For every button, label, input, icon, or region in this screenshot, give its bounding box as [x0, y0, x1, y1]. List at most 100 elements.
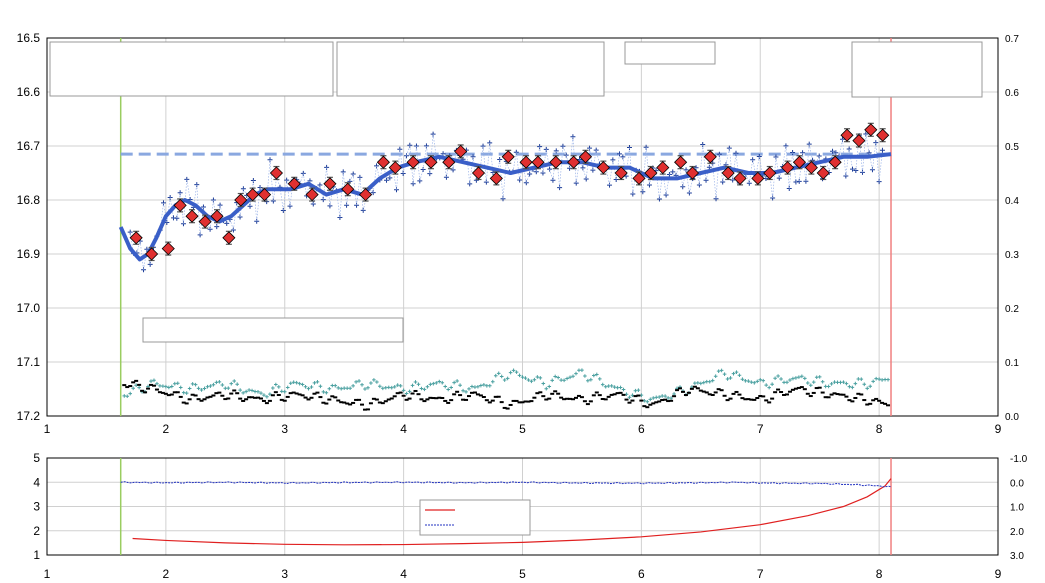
rms-teal-mark [476, 384, 480, 389]
single-image-point [876, 179, 882, 185]
single-image-link [862, 133, 867, 173]
rms-teal-mark [241, 391, 245, 395]
single-image-point [200, 204, 206, 210]
averaged-point [222, 231, 236, 245]
bottom-ytick-right-label: 3.0 [1010, 551, 1024, 562]
averaged-point [614, 166, 628, 180]
rms-teal-mark [499, 374, 504, 379]
single-image-point [533, 169, 539, 175]
single-image-link [665, 174, 670, 196]
rms-teal-mark [167, 385, 171, 390]
rms-teal-mark [288, 381, 293, 386]
single-image-point [613, 176, 619, 182]
single-image-link [642, 147, 647, 192]
rms-teal-mark [574, 371, 578, 376]
averaged-point [763, 166, 777, 180]
rms-teal-mark [193, 382, 198, 387]
single-image-link [209, 199, 214, 230]
single-image-point [700, 141, 706, 147]
bottom-yticks-left: 5 4 3 2 1 [33, 451, 40, 562]
averaged-point [388, 161, 402, 175]
single-image-link [482, 146, 487, 183]
rms-teal-mark [580, 368, 584, 372]
single-image-link [432, 134, 437, 159]
bottom-xtick-label: 8 [876, 567, 883, 581]
single-image-link [302, 173, 307, 196]
single-image-link [466, 150, 471, 184]
rms-teal-mark [773, 376, 777, 381]
rms-teal-mark [372, 378, 376, 382]
rms-teal-mark [128, 391, 133, 396]
single-image-point [350, 171, 356, 177]
rms-teal-mark [410, 383, 415, 388]
single-image-link [276, 176, 281, 188]
info-box-1-frame [49, 41, 334, 97]
rms-teal-mark [137, 385, 141, 390]
rms-teal-mark [853, 381, 858, 386]
rms-teal-mark [312, 381, 317, 385]
averaged-point [269, 166, 283, 180]
single-image-point [487, 140, 493, 146]
single-image-link [805, 144, 810, 182]
bottom-legend [419, 499, 531, 536]
single-image-point [194, 182, 200, 188]
single-image-point [640, 189, 646, 195]
single-image-link [253, 180, 258, 222]
rms-teal-mark [612, 385, 617, 389]
single-image-point [207, 226, 213, 232]
top-plot-frame [46, 37, 999, 417]
single-image-point [403, 153, 409, 159]
rms-teal-mark [713, 374, 718, 379]
rms-teal-mark [502, 378, 507, 382]
bottom-xtick-label: 3 [281, 567, 288, 581]
rms-teal-mark [152, 378, 156, 383]
rms-black-series [122, 379, 891, 411]
rms-teal-mark [770, 382, 774, 387]
single-image-link [609, 159, 614, 186]
rms-teal-mark [369, 381, 373, 385]
single-image-link [775, 156, 780, 179]
averaged-point [234, 193, 248, 207]
top-xtick-label: 5 [519, 422, 526, 436]
single-image-point [287, 203, 293, 209]
rms-teal-mark [309, 385, 314, 389]
averaged-point [567, 155, 581, 169]
rms-teal-mark [321, 390, 326, 394]
single-image-point [610, 157, 616, 163]
single-image-link [502, 161, 507, 199]
single-image-link [286, 180, 291, 207]
single-image-point [770, 195, 776, 201]
rms-teal-mark [303, 384, 308, 389]
averaged-point [531, 155, 545, 169]
single-image-link [352, 173, 357, 206]
trend-line [118, 152, 892, 262]
rms-teal-mark [184, 391, 189, 395]
bottom-ytick-right-label: -1.0 [1010, 454, 1028, 465]
single-image-point [393, 187, 399, 193]
single-image-link [406, 145, 411, 156]
single-image-point [693, 165, 699, 171]
single-image-point [646, 182, 652, 188]
rms-teal-mark [803, 376, 807, 381]
rms-teal-mark [716, 369, 721, 373]
single-image-point [214, 224, 220, 230]
rms-teal-mark [710, 378, 715, 383]
single-image-link [645, 147, 650, 185]
rms-teal-mark [479, 383, 483, 388]
top-ytick-right-label: 0.0 [1005, 412, 1019, 423]
bottom-ytick-left-label: 1 [33, 548, 40, 562]
rms-teal-mark [363, 387, 367, 391]
rms-teal-mark [199, 388, 204, 392]
single-image-link [342, 171, 347, 206]
rms-teal-mark [806, 381, 810, 385]
rms-teal-mark [508, 370, 513, 375]
single-image-point [816, 153, 822, 159]
rms-teal-mark [211, 382, 216, 387]
rms-teal-mark [306, 386, 311, 391]
rms-teal-mark [244, 389, 248, 394]
rms-teal-mark [672, 392, 676, 396]
rms-teal-mark [526, 378, 531, 382]
rms-teal-mark [859, 377, 864, 381]
rms-teal-mark [348, 386, 352, 391]
